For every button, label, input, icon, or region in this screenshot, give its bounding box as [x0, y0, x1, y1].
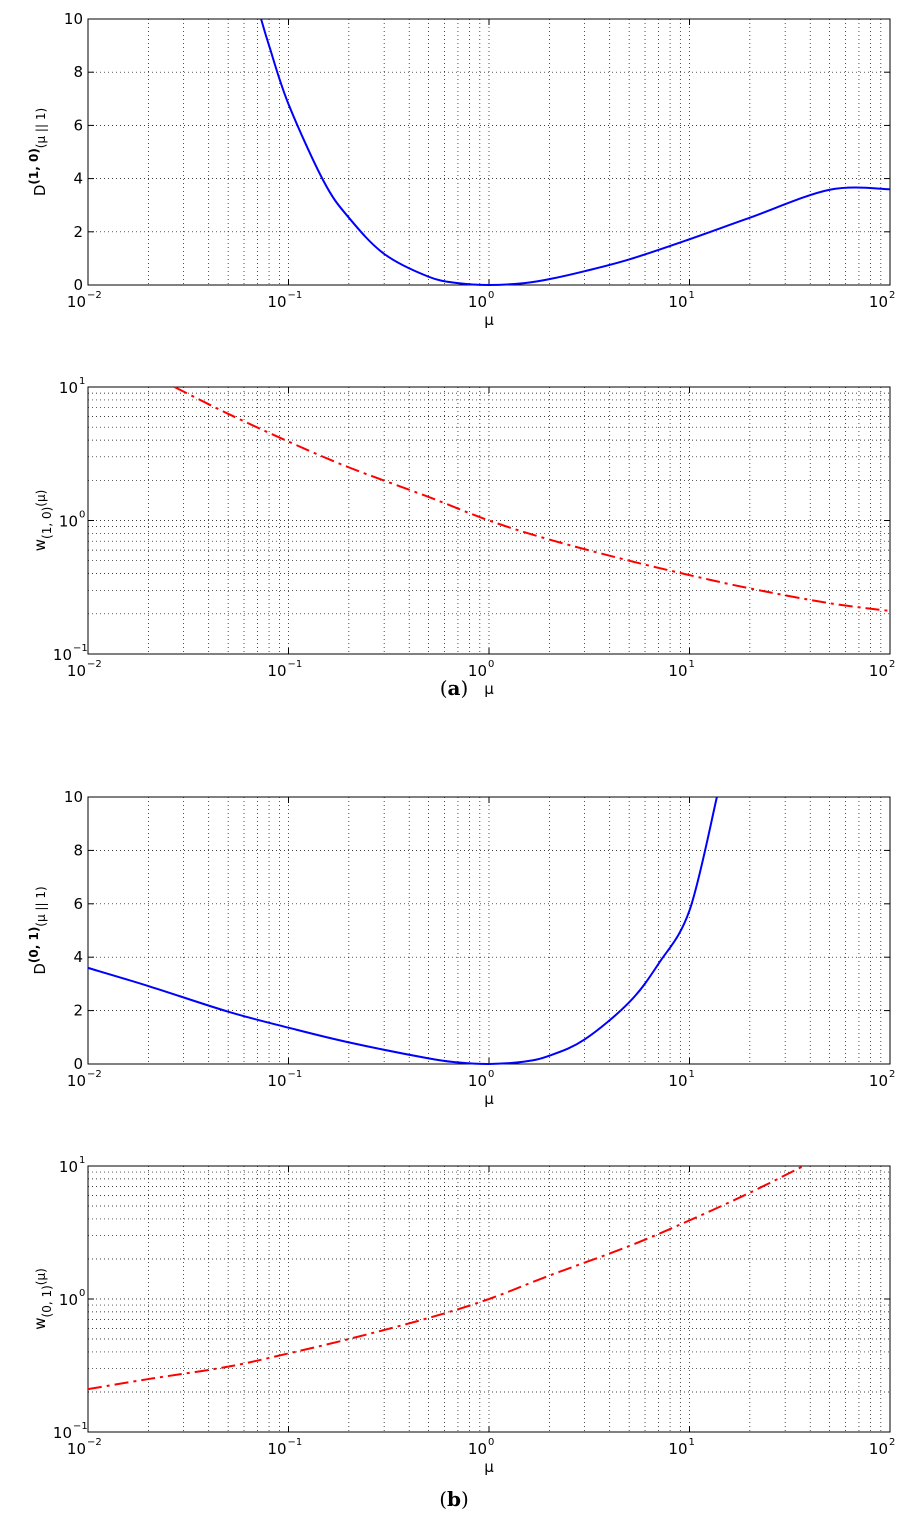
- y-tick-label: 6: [73, 116, 83, 134]
- x-tick-label-exponent: 2: [889, 290, 895, 301]
- panel-caption: (a): [440, 676, 469, 700]
- x-tick-label-exponent: 1: [689, 1069, 695, 1080]
- y-tick-label: 10: [53, 1424, 72, 1442]
- y-tick-label-exponent: 0: [79, 1288, 85, 1299]
- series-line-1: [174, 386, 891, 612]
- y-axis-label: D(1, 0)(μ || 1): [27, 108, 49, 196]
- x-tick-label: 10: [267, 1440, 286, 1458]
- x-tick-label: 10: [468, 293, 487, 311]
- x-tick-label: 10: [267, 293, 286, 311]
- y-tick-label: 10: [64, 10, 83, 28]
- tick-marks: [87, 386, 891, 655]
- x-tick-label: 10: [869, 1072, 888, 1090]
- x-tick-label-exponent: −1: [288, 1069, 303, 1080]
- x-axis-label: μ: [484, 1458, 494, 1476]
- grid-lines: [88, 19, 890, 285]
- tick-marks: [87, 1165, 891, 1433]
- y-tick-label-exponent: 0: [79, 510, 85, 521]
- x-tick-label: 10: [668, 1072, 687, 1090]
- x-tick-label: 10: [468, 1440, 487, 1458]
- panel-caption: (b): [439, 1487, 469, 1511]
- x-axis-label: μ: [484, 680, 494, 698]
- x-tick-label-exponent: 1: [689, 290, 695, 301]
- series-line-1: [87, 1165, 804, 1391]
- y-tick-label: 4: [73, 170, 83, 188]
- y-tick-label: 0: [73, 276, 83, 294]
- x-tick-label-exponent: 0: [488, 659, 494, 670]
- x-tick-label: 10: [67, 662, 86, 680]
- x-tick-label-exponent: 0: [488, 1437, 494, 1448]
- x-tick-label-exponent: 1: [689, 659, 695, 670]
- x-tick-label-exponent: −2: [87, 290, 102, 301]
- x-tick-label-exponent: −2: [87, 659, 102, 670]
- y-tick-label-exponent: −1: [73, 1421, 88, 1432]
- x-tick-label: 10: [869, 662, 888, 680]
- y-tick-label: 0: [73, 1055, 83, 1073]
- grid-lines: [88, 1166, 890, 1432]
- x-tick-label: 10: [668, 293, 687, 311]
- y-tick-label-exponent: 1: [79, 1155, 85, 1166]
- y-tick-label: 10: [59, 379, 78, 397]
- y-tick-label-exponent: 1: [79, 376, 85, 387]
- y-tick-label-exponent: −1: [73, 643, 88, 654]
- x-tick-label: 10: [869, 293, 888, 311]
- x-tick-label-exponent: 2: [889, 1069, 895, 1080]
- x-tick-label: 10: [67, 1440, 86, 1458]
- y-tick-label: 6: [73, 895, 83, 913]
- y-tick-label: 8: [73, 63, 83, 81]
- x-tick-label-exponent: 1: [689, 1437, 695, 1448]
- x-axis-label: μ: [484, 311, 494, 329]
- x-tick-label-exponent: 0: [488, 290, 494, 301]
- y-tick-label: 8: [73, 841, 83, 859]
- x-tick-label-exponent: −1: [288, 1437, 303, 1448]
- x-tick-label-exponent: 2: [889, 659, 895, 670]
- x-tick-label: 10: [668, 1440, 687, 1458]
- y-tick-label: 10: [64, 788, 83, 806]
- x-tick-label: 10: [468, 1072, 487, 1090]
- x-axis-label: μ: [484, 1090, 494, 1108]
- x-tick-label: 10: [869, 1440, 888, 1458]
- chart-panel-2: 10 −2 10 −1 10 0 10 1 10 210 −110 010 1μw(1, 0)(μ): [31, 376, 895, 698]
- tick-marks: [87, 18, 891, 286]
- y-tick-label: 10: [59, 1291, 78, 1309]
- y-tick-label: 4: [73, 948, 83, 966]
- y-tick-label: 10: [53, 646, 72, 664]
- x-tick-label-exponent: −2: [87, 1437, 102, 1448]
- y-tick-label: 10: [59, 1158, 78, 1176]
- x-tick-label: 10: [267, 1072, 286, 1090]
- y-axis-label: w(1, 0)(μ): [31, 490, 54, 552]
- y-tick-label: 10: [59, 513, 78, 531]
- x-tick-label: 10: [267, 662, 286, 680]
- x-tick-label: 10: [67, 1072, 86, 1090]
- y-axis-label: D(0, 1)(μ || 1): [27, 886, 49, 974]
- grid-lines: [88, 387, 890, 654]
- x-tick-label: 10: [67, 293, 86, 311]
- grid-lines: [88, 797, 890, 1064]
- series-line-1: [87, 796, 718, 1066]
- x-tick-label: 10: [668, 662, 687, 680]
- y-axis-label: w(0, 1)(μ): [31, 1268, 54, 1330]
- x-tick-label-exponent: −2: [87, 1069, 102, 1080]
- x-tick-label-exponent: 2: [889, 1437, 895, 1448]
- x-tick-label-exponent: −1: [288, 659, 303, 670]
- series-line-1: [260, 18, 891, 287]
- x-tick-label-exponent: −1: [288, 290, 303, 301]
- y-tick-label: 2: [73, 223, 83, 241]
- chart-panel-4: 10 −2 10 −1 10 0 10 1 10 210 −110 010 1μw(0, 1)(μ): [31, 1155, 895, 1476]
- y-tick-label: 2: [73, 1002, 83, 1020]
- x-tick-label-exponent: 0: [488, 1069, 494, 1080]
- x-tick-label: 10: [468, 662, 487, 680]
